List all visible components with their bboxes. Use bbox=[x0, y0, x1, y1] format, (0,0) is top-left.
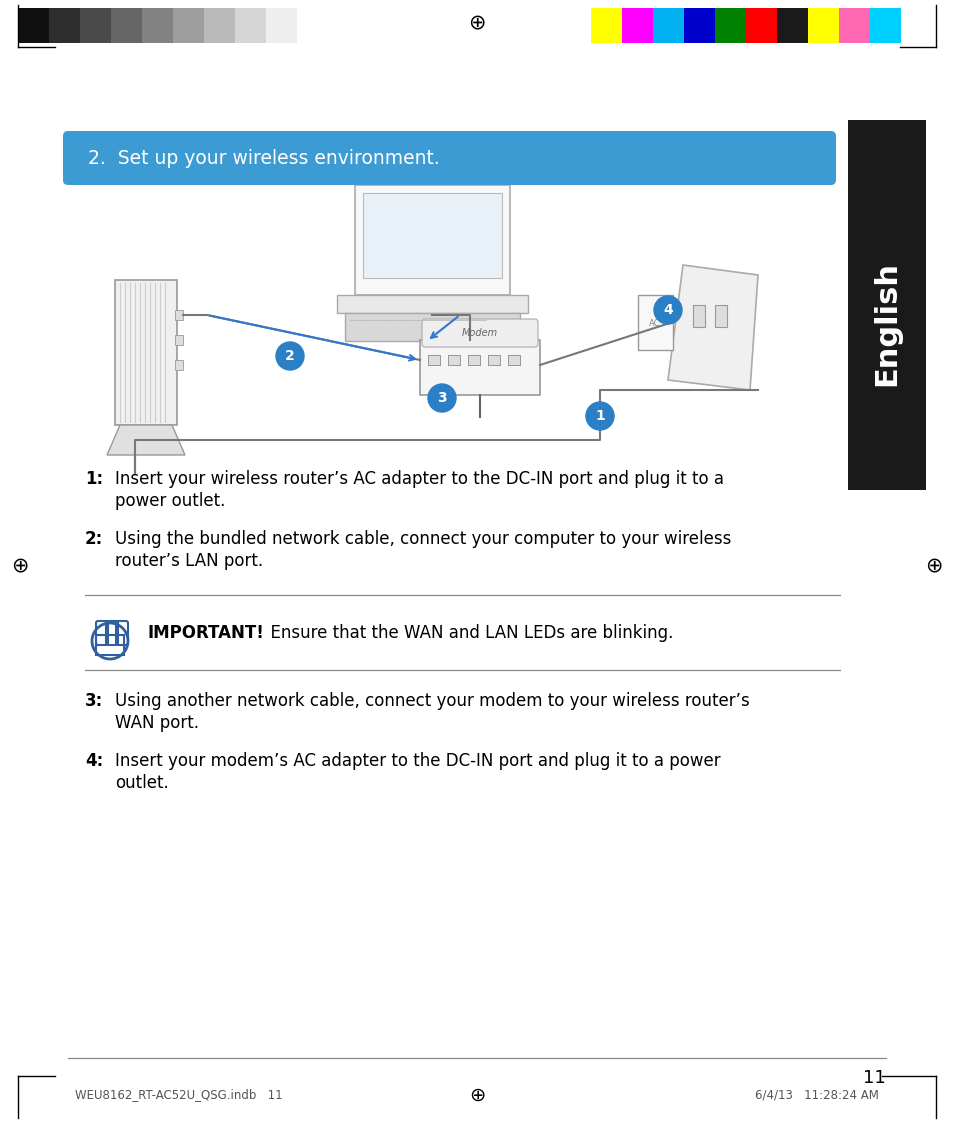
Bar bbox=[428, 355, 439, 365]
Bar bbox=[507, 355, 519, 365]
FancyBboxPatch shape bbox=[63, 131, 835, 185]
Bar bbox=[336, 295, 527, 313]
Text: AC: AC bbox=[649, 319, 660, 328]
Bar bbox=[448, 355, 459, 365]
Bar bbox=[714, 8, 745, 43]
Text: English: English bbox=[872, 261, 901, 386]
Text: router’s LAN port.: router’s LAN port. bbox=[115, 553, 263, 570]
Bar bbox=[234, 8, 266, 43]
Bar bbox=[49, 8, 80, 43]
Text: 3:: 3: bbox=[85, 692, 103, 710]
Text: Using another network cable, connect your modem to your wireless router’s: Using another network cable, connect you… bbox=[115, 692, 749, 710]
Polygon shape bbox=[667, 265, 758, 390]
Text: Using the bundled network cable, connect your computer to your wireless: Using the bundled network cable, connect… bbox=[115, 530, 731, 548]
Bar bbox=[638, 295, 672, 350]
Bar bbox=[692, 305, 704, 327]
Bar bbox=[111, 8, 142, 43]
Bar bbox=[488, 355, 499, 365]
Bar bbox=[590, 8, 621, 43]
Text: ⊕: ⊕ bbox=[924, 555, 942, 575]
Text: Insert your wireless router’s AC adapter to the DC-IN port and plug it to a: Insert your wireless router’s AC adapter… bbox=[115, 471, 723, 489]
FancyBboxPatch shape bbox=[421, 319, 537, 347]
Circle shape bbox=[585, 402, 614, 430]
Text: Insert your modem’s AC adapter to the DC-IN port and plug it to a power: Insert your modem’s AC adapter to the DC… bbox=[115, 752, 720, 770]
Bar bbox=[115, 280, 177, 424]
Bar bbox=[174, 335, 183, 345]
Bar bbox=[174, 310, 183, 320]
Bar bbox=[745, 8, 776, 43]
Bar bbox=[652, 8, 683, 43]
Polygon shape bbox=[107, 424, 185, 455]
Bar bbox=[355, 185, 510, 295]
Text: 6/4/13   11:28:24 AM: 6/4/13 11:28:24 AM bbox=[755, 1088, 878, 1102]
Text: 1:: 1: bbox=[85, 471, 103, 489]
Circle shape bbox=[654, 296, 681, 325]
Bar bbox=[838, 8, 869, 43]
Bar bbox=[847, 120, 925, 490]
Bar bbox=[869, 8, 900, 43]
Bar bbox=[204, 8, 234, 43]
Text: 2: 2 bbox=[285, 349, 294, 363]
Bar bbox=[296, 8, 328, 43]
Text: 11: 11 bbox=[862, 1069, 885, 1087]
Bar bbox=[621, 8, 652, 43]
Bar bbox=[683, 8, 714, 43]
Bar bbox=[419, 340, 539, 395]
Bar bbox=[18, 8, 49, 43]
Bar bbox=[776, 8, 807, 43]
Bar bbox=[714, 305, 726, 327]
Bar bbox=[80, 8, 111, 43]
Text: power outlet.: power outlet. bbox=[115, 492, 225, 510]
Bar bbox=[468, 355, 479, 365]
Text: WAN port.: WAN port. bbox=[115, 714, 199, 732]
Circle shape bbox=[428, 384, 456, 412]
Circle shape bbox=[275, 343, 304, 369]
Text: 1: 1 bbox=[595, 409, 604, 423]
Bar bbox=[345, 313, 519, 341]
Text: 4: 4 bbox=[662, 303, 672, 317]
Text: Modem: Modem bbox=[461, 328, 497, 338]
Text: ⊕: ⊕ bbox=[11, 555, 29, 575]
Text: 2.  Set up your wireless environment.: 2. Set up your wireless environment. bbox=[88, 148, 439, 167]
Bar bbox=[96, 634, 124, 655]
Text: WEU8162_RT-AC52U_QSG.indb   11: WEU8162_RT-AC52U_QSG.indb 11 bbox=[75, 1088, 282, 1102]
Bar bbox=[363, 193, 501, 279]
Text: ⊕: ⊕ bbox=[468, 12, 485, 31]
Text: ⊕: ⊕ bbox=[468, 1086, 485, 1105]
Text: Ensure that the WAN and LAN LEDs are blinking.: Ensure that the WAN and LAN LEDs are bli… bbox=[260, 624, 673, 642]
Text: outlet.: outlet. bbox=[115, 774, 169, 792]
Bar bbox=[266, 8, 296, 43]
Bar bbox=[174, 360, 183, 369]
Bar bbox=[142, 8, 172, 43]
Bar bbox=[807, 8, 838, 43]
Text: 4:: 4: bbox=[85, 752, 103, 770]
Bar bbox=[172, 8, 204, 43]
Text: 3: 3 bbox=[436, 391, 446, 405]
Text: IMPORTANT!: IMPORTANT! bbox=[148, 624, 265, 642]
Text: 2:: 2: bbox=[85, 530, 103, 548]
